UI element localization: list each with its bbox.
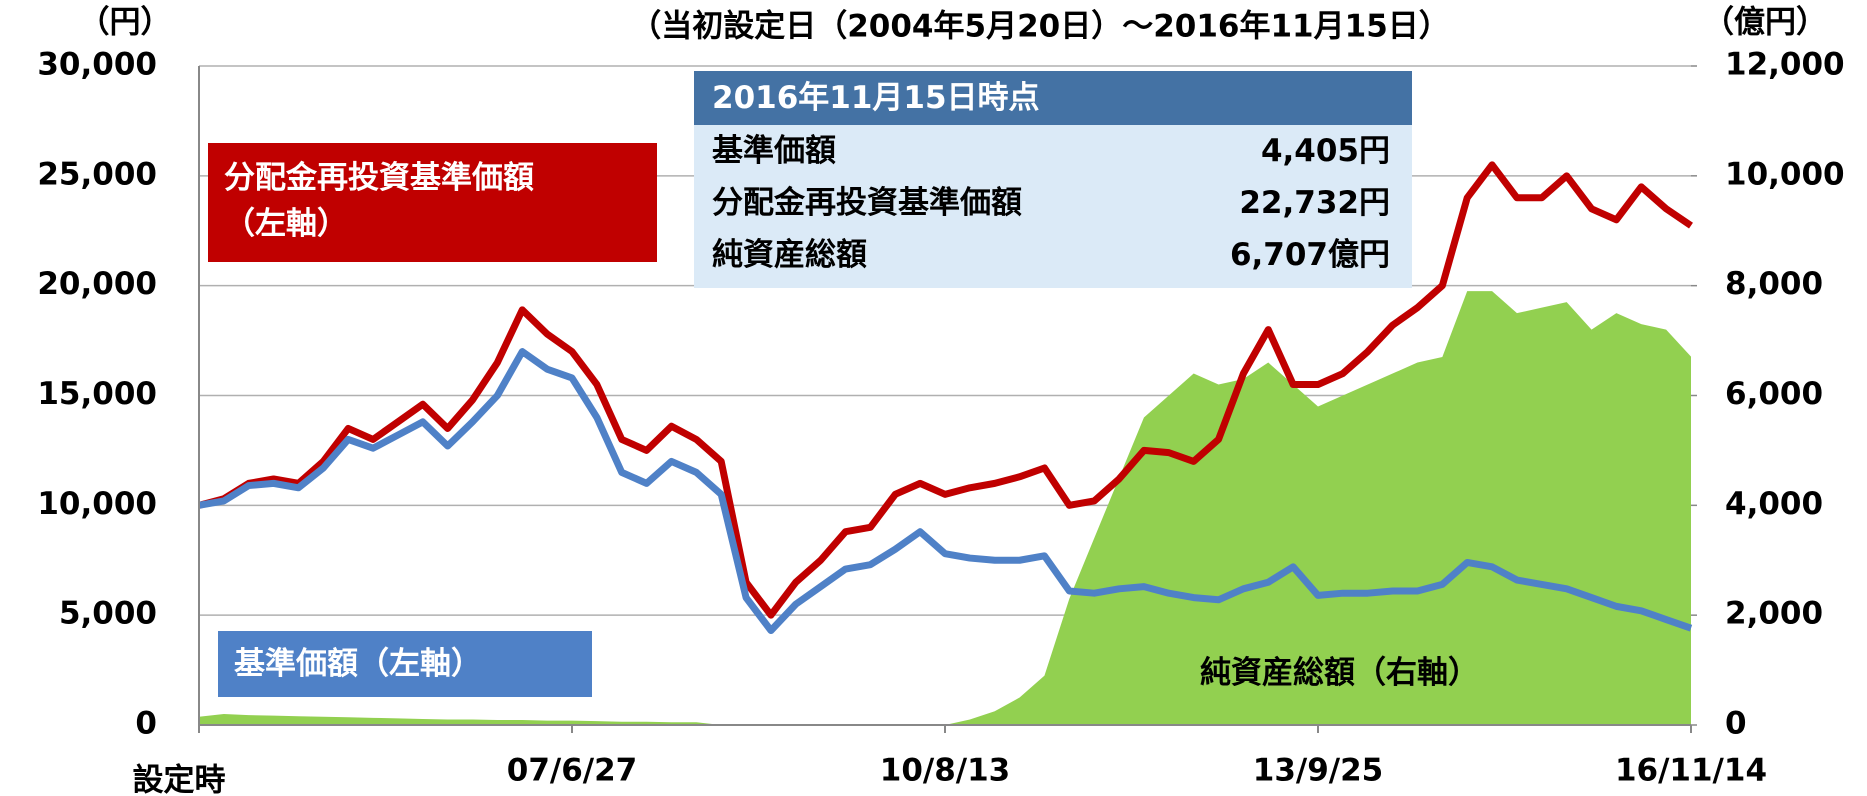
y2-tick-label: 4,000 xyxy=(1725,486,1823,522)
y-tick-label: 5,000 xyxy=(59,596,157,632)
chart-title: （当初設定日（2004年5月20日）～2016年11月15日） xyxy=(630,9,1450,45)
y2-tick-label: 10,000 xyxy=(1725,156,1845,192)
info-label: 分配金再投資基準価額 xyxy=(712,185,1022,221)
y-axis-label: （円） xyxy=(79,5,172,41)
y-tick-label: 10,000 xyxy=(37,486,157,522)
y-tick-label: 25,000 xyxy=(37,156,157,192)
y2-tick-label: 8,000 xyxy=(1725,266,1823,302)
x-tick-label: 16/11/14 xyxy=(1615,753,1767,789)
x-tick-label: 07/6/27 xyxy=(507,753,638,789)
line xyxy=(198,161,1693,619)
y2-tick-label: 2,000 xyxy=(1725,596,1823,632)
info-value: 6,707億円 xyxy=(1229,237,1390,273)
info-title: 2016年11月15日時点 xyxy=(694,71,1412,125)
info-row: 基準価額 4,405円 xyxy=(694,125,1412,177)
legend-label: 分配金再投資基準価額 （左軸） xyxy=(208,143,657,262)
info-row: 純資産総額 6,707億円 xyxy=(694,229,1412,281)
y-tick-label: 20,000 xyxy=(37,266,157,302)
info-label: 基準価額 xyxy=(712,133,836,169)
y-tick-label: 0 xyxy=(135,706,157,742)
info-label: 純資産総額 xyxy=(712,237,867,273)
y2-tick-label: 12,000 xyxy=(1725,47,1845,83)
info-box: 2016年11月15日時点 基準価額 4,405円分配金再投資基準価額 22,732… xyxy=(694,71,1412,288)
y2-tick-label: 0 xyxy=(1725,706,1747,742)
info-row: 分配金再投資基準価額 22,732円 xyxy=(694,177,1412,229)
x-tick-label: 10/8/13 xyxy=(880,753,1011,789)
legend-label: 純資産総額（右軸） xyxy=(1200,655,1479,691)
area xyxy=(199,291,1691,725)
line xyxy=(198,348,1693,635)
y2-axis-label: （億円） xyxy=(1703,5,1827,41)
y2-tick-label: 6,000 xyxy=(1725,376,1823,412)
y-tick-label: 15,000 xyxy=(37,376,157,412)
info-value: 22,732円 xyxy=(1239,185,1390,221)
x-tick-label: 設定時 xyxy=(133,763,226,796)
x-tick-label: 13/9/25 xyxy=(1253,753,1384,789)
legend-label: 基準価額（左軸） xyxy=(218,631,592,697)
y-tick-label: 30,000 xyxy=(37,47,157,83)
info-value: 4,405円 xyxy=(1260,133,1390,169)
